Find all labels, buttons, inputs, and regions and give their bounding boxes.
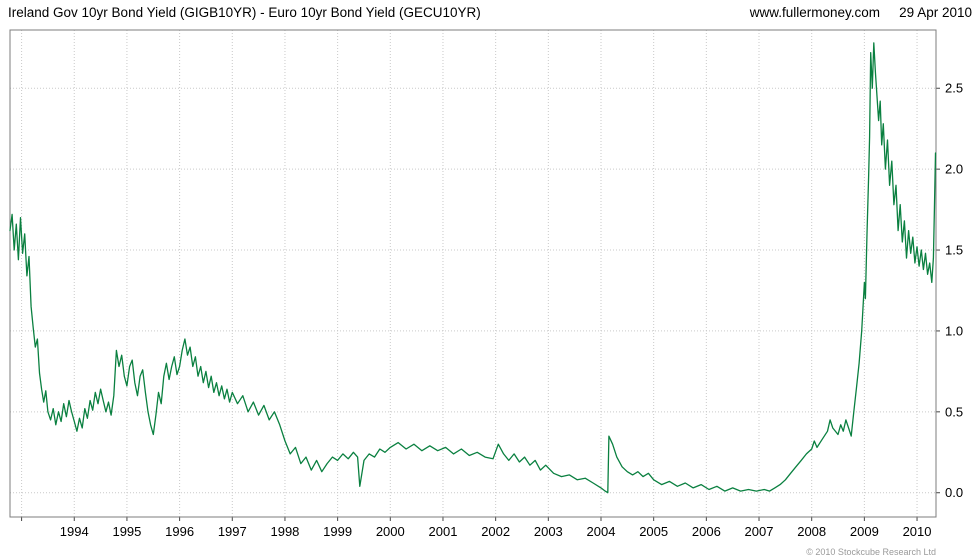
y-axis-label: 2.0 [945, 162, 963, 177]
x-axis-label: 2008 [797, 524, 826, 539]
x-axis-label: 2005 [639, 524, 668, 539]
y-axis-label: 2.5 [945, 81, 963, 96]
copyright-text: © 2010 Stockcube Research Ltd [806, 547, 936, 557]
x-axis-label: 2002 [481, 524, 510, 539]
date-text: 29 Apr 2010 [899, 5, 972, 20]
x-axis-label: 2001 [429, 524, 458, 539]
y-axis-label: 1.0 [945, 323, 963, 338]
x-axis-label: 1996 [165, 524, 194, 539]
x-axis-label: 2007 [745, 524, 774, 539]
y-axis-label: 0.5 [945, 404, 963, 419]
y-axis-label: 1.5 [945, 243, 963, 258]
x-axis-label: 2009 [850, 524, 879, 539]
x-axis-label: 1999 [323, 524, 352, 539]
x-axis-label: 1998 [270, 524, 299, 539]
x-axis-label: 1997 [218, 524, 247, 539]
x-axis-label: 1994 [60, 524, 89, 539]
chart-title: Ireland Gov 10yr Bond Yield (GIGB10YR) -… [8, 5, 481, 20]
x-axis-label: 2003 [534, 524, 563, 539]
series-line [9, 42, 937, 494]
x-axis-label: 2010 [903, 524, 932, 539]
x-axis-label: 2004 [587, 524, 616, 539]
y-axis-label: 0.0 [945, 485, 963, 500]
x-axis-label: 2000 [376, 524, 405, 539]
plot-border [9, 29, 937, 518]
website-text: www.fullermoney.com [749, 5, 880, 20]
x-axis-label: 1995 [112, 524, 141, 539]
x-axis-label: 2006 [692, 524, 721, 539]
